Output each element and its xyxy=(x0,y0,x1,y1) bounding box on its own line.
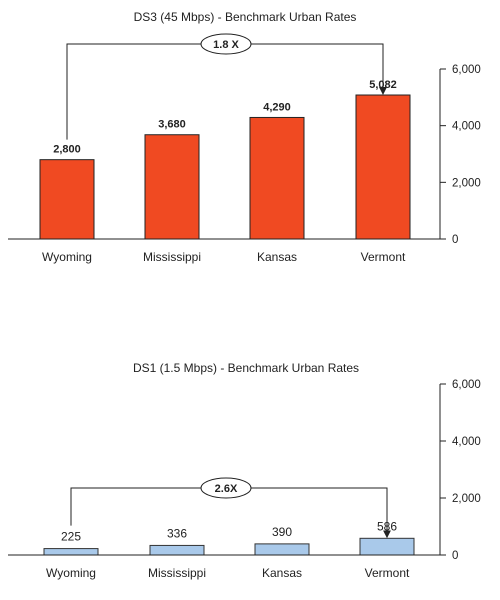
chart-title: DS3 (45 Mbps) - Benchmark Urban Rates xyxy=(134,10,357,24)
bracket-line-left xyxy=(66,43,201,140)
category-label: Mississippi xyxy=(148,566,206,580)
bar xyxy=(39,159,95,240)
y-tick-label: 2,000 xyxy=(452,177,481,189)
value-label: 4,290 xyxy=(263,101,291,113)
chart-ds3: DS3 (45 Mbps) - Benchmark Urban Rates Wy… xyxy=(8,10,481,264)
category-label: Kansas xyxy=(257,250,297,264)
category-label: Wyoming xyxy=(42,250,92,264)
ratio-bubble xyxy=(200,477,252,499)
category-label: Wyoming xyxy=(46,566,96,580)
ratio-bubble xyxy=(200,33,252,55)
y-tick-label: 6,000 xyxy=(452,379,481,391)
y-tick-label: 0 xyxy=(452,550,458,562)
category-label: Vermont xyxy=(361,250,406,264)
category-label: Mississippi xyxy=(143,250,201,264)
ratio-label: 1.8 X xyxy=(213,39,239,51)
bar xyxy=(149,544,205,556)
value-label: 225 xyxy=(61,530,81,544)
ratio-label: 2.6X xyxy=(215,483,238,495)
category-label: Vermont xyxy=(365,566,410,580)
bracket-arrow-right xyxy=(251,487,391,539)
value-label: 390 xyxy=(272,525,292,539)
y-tick-label: 6,000 xyxy=(452,64,481,76)
value-label: 3,680 xyxy=(158,119,186,131)
bracket-arrow-right xyxy=(251,43,387,96)
value-label: 336 xyxy=(167,526,187,540)
bar xyxy=(254,543,310,556)
bar xyxy=(43,548,99,556)
bar xyxy=(144,134,200,240)
chart-title: DS1 (1.5 Mbps) - Benchmark Urban Rates xyxy=(133,361,359,375)
bar xyxy=(249,116,305,240)
y-tick-label: 4,000 xyxy=(452,121,481,133)
bracket-line-left xyxy=(70,487,201,526)
bar xyxy=(355,94,411,240)
value-label: 2,800 xyxy=(53,144,81,156)
y-tick-label: 4,000 xyxy=(452,436,481,448)
category-label: Kansas xyxy=(262,566,302,580)
bar xyxy=(359,537,415,556)
y-tick-label: 2,000 xyxy=(452,493,481,505)
y-tick-label: 0 xyxy=(452,234,458,246)
chart-ds1: DS1 (1.5 Mbps) - Benchmark Urban Rates W… xyxy=(8,361,481,580)
